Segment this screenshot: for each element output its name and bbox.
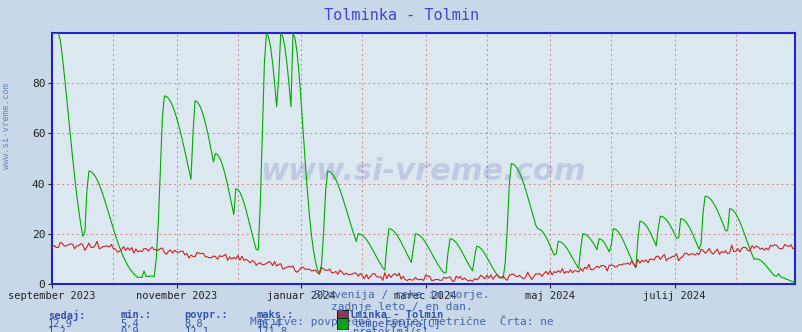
Text: zadnje leto / en dan.: zadnje leto / en dan. — [330, 302, 472, 312]
Text: Slovenija / reke in morje.: Slovenija / reke in morje. — [314, 290, 488, 299]
Text: pretok[m3/s]: pretok[m3/s] — [353, 327, 427, 332]
Text: www.si-vreme.com: www.si-vreme.com — [2, 83, 11, 169]
Text: 12,9: 12,9 — [48, 319, 73, 329]
Text: 16,4: 16,4 — [257, 319, 282, 329]
Text: 8,8: 8,8 — [184, 319, 203, 329]
Text: 0,9: 0,9 — [120, 327, 139, 332]
Text: Tolminka - Tolmin: Tolminka - Tolmin — [323, 8, 479, 23]
Text: temperatura[C]: temperatura[C] — [353, 319, 440, 329]
Text: sedaj:: sedaj: — [48, 310, 86, 321]
Text: 12,1: 12,1 — [184, 327, 209, 332]
Text: maks.:: maks.: — [257, 310, 294, 320]
Text: Meritve: povprečne  Enote: metrične  Črta: ne: Meritve: povprečne Enote: metrične Črta:… — [249, 315, 553, 327]
Text: 5,4: 5,4 — [120, 319, 139, 329]
Text: Tolminka - Tolmin: Tolminka - Tolmin — [337, 310, 443, 320]
Text: povpr.:: povpr.: — [184, 310, 228, 320]
Text: 1,2: 1,2 — [48, 327, 67, 332]
Text: www.si-vreme.com: www.si-vreme.com — [261, 157, 585, 186]
Text: 171,8: 171,8 — [257, 327, 288, 332]
Text: min.:: min.: — [120, 310, 152, 320]
